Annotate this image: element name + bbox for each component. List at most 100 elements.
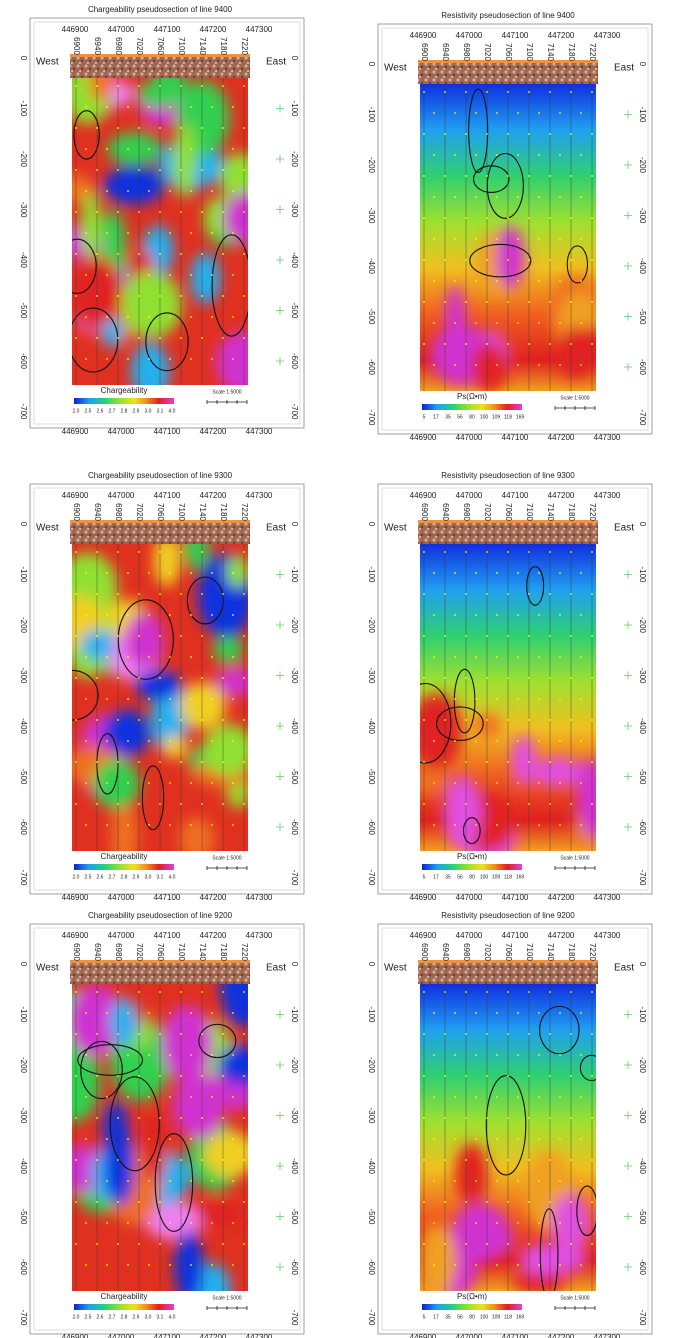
measure-point [444, 217, 446, 219]
measure-point [549, 301, 551, 303]
colorbar-tick: 80 [469, 1314, 475, 1320]
colorbar-tick: 2.6 [97, 874, 104, 880]
measure-point [580, 154, 582, 156]
measure-point [148, 1054, 150, 1056]
measure-point [159, 169, 161, 171]
colorbar-tick: 2.8 [121, 1314, 128, 1320]
measure-point [559, 322, 561, 324]
x-tick-label-bottom: 447200 [200, 893, 227, 902]
measure-point [528, 175, 530, 177]
measure-point [222, 551, 224, 553]
anomaly [172, 1072, 225, 1139]
depth-marker [624, 671, 632, 680]
measure-point [96, 169, 98, 171]
measure-point [517, 782, 519, 784]
x-tick-label-top: 447000 [108, 931, 135, 940]
west-label: West [384, 63, 407, 74]
measure-point [475, 1222, 477, 1224]
depth-label-right: -400 [290, 252, 299, 269]
measure-point [85, 1096, 87, 1098]
depth-label-left: -200 [367, 1057, 376, 1074]
contour [420, 682, 452, 764]
measure-point [180, 1117, 182, 1119]
measure-point [486, 1117, 488, 1119]
measure-point [106, 1222, 108, 1224]
measure-point [222, 677, 224, 679]
depth-label-right: -200 [290, 617, 299, 634]
measure-point [253, 1138, 255, 1140]
measure-point [222, 991, 224, 993]
depth-label-left: -400 [367, 718, 376, 735]
measure-point [538, 1264, 540, 1266]
measure-point [211, 358, 213, 360]
measure-point [180, 551, 182, 553]
depth-marker [624, 1111, 632, 1120]
measure-point [127, 316, 129, 318]
measure-point [106, 1138, 108, 1140]
measure-point [454, 1264, 456, 1266]
anomaly [80, 629, 116, 661]
measure-point [75, 593, 77, 595]
west-label: West [384, 963, 407, 974]
colorbar-tick: 169 [516, 414, 525, 420]
measure-point [159, 127, 161, 129]
measure-point [496, 238, 498, 240]
depth-label-left: -700 [19, 1309, 28, 1326]
anomalies [420, 693, 596, 851]
depth-label-right: -200 [290, 151, 299, 168]
measure-point [465, 1201, 467, 1203]
depth-label-left: -500 [367, 1208, 376, 1225]
depth-label-left: -700 [19, 869, 28, 886]
measure-point [75, 551, 77, 553]
measure-point [232, 1222, 234, 1224]
depth-marker [624, 262, 632, 270]
measure-point [507, 551, 509, 553]
depth-label-right: -400 [290, 718, 299, 735]
measure-point [570, 1159, 572, 1161]
anomaly [212, 636, 244, 664]
panel: Resistivity pseudosection of line 9400 69… [367, 11, 653, 442]
topography [418, 62, 598, 84]
measure-point [601, 364, 603, 366]
measure-point [117, 1117, 119, 1119]
panel-frame [29, 923, 305, 1335]
station-label: 7100 [525, 503, 534, 521]
measure-point [601, 196, 603, 198]
anomaly [74, 256, 124, 334]
contour [72, 238, 97, 294]
measure-point [559, 1012, 561, 1014]
panel-title: Resistivity pseudosection of line 9400 [441, 11, 575, 20]
measure-point [169, 232, 171, 234]
anomaly [107, 132, 162, 165]
measure-point [169, 1222, 171, 1224]
measure-point [465, 343, 467, 345]
measure-point [148, 316, 150, 318]
measure-point [475, 740, 477, 742]
measure-point [201, 1117, 203, 1119]
measure-point [106, 1054, 108, 1056]
depth-label-left: -300 [19, 201, 28, 218]
measure-point [148, 1264, 150, 1266]
measure-point [454, 1222, 456, 1224]
depth-label-left: -200 [19, 151, 28, 168]
measure-point [253, 1222, 255, 1224]
measure-point [127, 274, 129, 276]
measure-point [517, 1264, 519, 1266]
scale-label: Scale 1:5000 [212, 855, 241, 861]
measure-point [96, 635, 98, 637]
measure-point [528, 91, 530, 93]
x-tick-label-bottom: 447100 [154, 893, 181, 902]
measure-point [507, 301, 509, 303]
measure-point [580, 1180, 582, 1182]
measure-point [517, 238, 519, 240]
measure-point [169, 656, 171, 658]
measure-point [591, 635, 593, 637]
depth-label-left: -100 [19, 100, 28, 117]
measure-point [444, 133, 446, 135]
measure-point [253, 656, 255, 658]
anomaly [183, 544, 210, 570]
contour [486, 152, 524, 219]
station-label: 7100 [177, 37, 186, 55]
measure-point [138, 1117, 140, 1119]
colorbar-tick: 4.0 [169, 874, 176, 880]
